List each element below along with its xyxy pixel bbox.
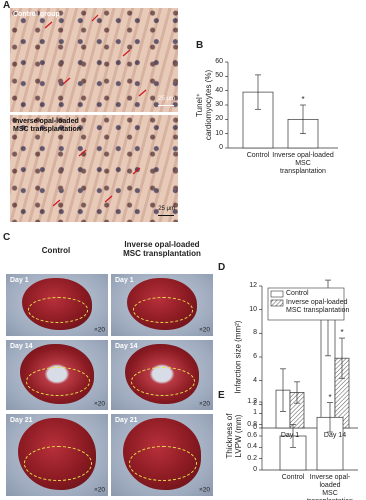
y-tick-label: 2 — [253, 400, 257, 408]
x-tick-label: Day 14 — [323, 432, 347, 439]
arrow — [52, 199, 61, 207]
x-tick-label: Control — [246, 152, 270, 159]
arrow — [132, 167, 141, 175]
x-tick-label: Inverse opal-loaded MSC transplantation — [272, 152, 334, 176]
arrow — [91, 14, 99, 22]
heart-image: Day 1 ×20 — [6, 274, 108, 336]
y-tick-label: 1 — [253, 409, 257, 417]
y-tick-label: 10 — [215, 129, 223, 137]
row-label: Day 14 — [10, 343, 33, 350]
y-tick-label: 20 — [215, 115, 223, 123]
row-label: Day 21 — [10, 417, 33, 424]
heart-image: Day 14 ×20 — [111, 340, 213, 410]
x-tick-label: Day 1 — [280, 432, 300, 439]
y-tick-label: 6 — [253, 352, 257, 360]
magnification: ×20 — [93, 326, 105, 334]
scale-bar-label: 25 μm — [158, 206, 175, 213]
y-tick-label: 0 — [253, 423, 257, 431]
arrow — [122, 49, 131, 57]
panel-label: E — [218, 390, 225, 401]
micrograph: Control group 25 μm — [10, 8, 178, 112]
row-label: Day 21 — [115, 417, 138, 424]
y-tick-label: 0 — [253, 465, 257, 473]
y-tick-label: 0.4 — [247, 443, 257, 451]
heart-image: Day 21 ×20 — [111, 414, 213, 496]
y-tick-label: 8 — [253, 329, 257, 337]
scale-bar — [158, 214, 174, 216]
y-tick-label: 0.2 — [247, 454, 257, 462]
magnification: ×20 — [198, 326, 210, 334]
arrow — [62, 77, 71, 85]
arrow — [138, 89, 147, 97]
arrow — [78, 149, 87, 157]
legend-swatch — [270, 290, 284, 298]
significance-marker: * — [340, 327, 344, 337]
arrow — [104, 195, 113, 203]
legend-label: Inverse opal-loaded MSC transplantation — [286, 299, 350, 315]
panel-label: B — [196, 40, 204, 51]
y-axis-label: Infarction size (mm²) — [233, 320, 243, 394]
panel-label: A — [3, 0, 11, 11]
image-caption: Control group — [13, 11, 60, 18]
heart-image: Day 14 ×20 — [6, 340, 108, 410]
y-tick-label: 0 — [219, 143, 223, 151]
legend-swatch — [270, 299, 284, 307]
infarct-outline — [28, 297, 88, 323]
infarct-outline — [131, 367, 195, 396]
y-tick-label: 10 — [249, 305, 257, 313]
y-tick-label: 1.2 — [247, 397, 257, 405]
heart-image: Day 1 ×20 — [111, 274, 213, 336]
row-label: Day 1 — [115, 277, 134, 284]
significance-marker: * — [301, 94, 305, 104]
y-tick-label: 60 — [215, 57, 223, 65]
infarct-outline — [26, 367, 90, 396]
y-tick-label: 40 — [215, 86, 223, 94]
y-tick-label: 0.8 — [247, 420, 257, 428]
panel-label: C — [3, 232, 11, 243]
magnification: ×20 — [93, 486, 105, 494]
x-tick-label: Inverse opal-loaded MSC transplantation — [307, 474, 353, 500]
arrow — [44, 21, 53, 29]
y-axis-label: Thickness of LVPW (mm) — [224, 413, 243, 459]
infarct-outline — [24, 446, 92, 481]
y-tick-label: 4 — [253, 376, 257, 384]
arrow-group — [44, 14, 147, 207]
magnification: ×20 — [198, 400, 210, 408]
y-axis-label: Tunel⁺ cardiomyocytes (%) — [194, 69, 213, 141]
y-tick-label: 0.6 — [247, 431, 257, 439]
column-header: Inverse opal-loaded MSC transplantation — [123, 240, 201, 259]
infarct-outline — [129, 446, 197, 481]
magnification: ×20 — [198, 486, 210, 494]
legend-label: Control — [286, 290, 309, 297]
x-tick-label: Control — [281, 474, 305, 481]
micrograph: Inverse opal-loaded MSC transplantation … — [10, 115, 178, 222]
row-label: Day 1 — [10, 277, 29, 284]
scale-bar — [158, 104, 174, 106]
magnification: ×20 — [93, 400, 105, 408]
column-header: Control — [41, 246, 71, 255]
heart-image: Day 21 ×20 — [6, 414, 108, 496]
panel-label: D — [218, 262, 226, 273]
image-caption: Inverse opal-loaded MSC transplantation — [13, 118, 82, 133]
infarct-outline — [133, 297, 193, 323]
y-tick-label: 12 — [249, 281, 257, 289]
y-tick-label: 30 — [215, 100, 223, 108]
row-label: Day 14 — [115, 343, 138, 350]
scale-bar-label: 25 μm — [158, 96, 175, 103]
significance-marker: * — [328, 392, 332, 402]
y-tick-label: 50 — [215, 72, 223, 80]
